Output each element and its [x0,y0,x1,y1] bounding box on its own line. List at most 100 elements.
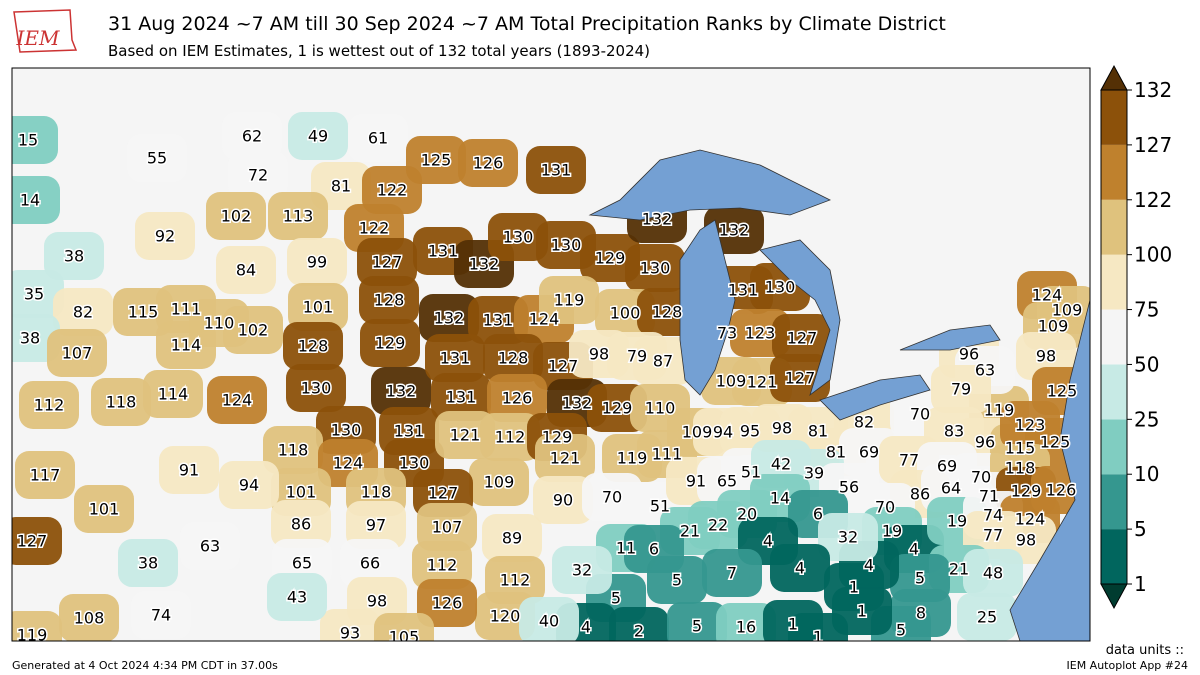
district-rank: 132 [642,210,673,229]
district-rank: 124 [222,391,253,410]
district-rank: 118 [1005,459,1036,478]
district-rank: 77 [899,451,919,470]
district-rank: 132 [469,255,500,274]
district-rank: 4 [795,559,805,578]
district-fills [12,112,1090,641]
district-fill [431,373,491,421]
district-rank: 4 [909,540,919,559]
district-rank: 126 [432,594,463,613]
district-rank: 5 [672,571,682,590]
district-rank: 5 [692,617,702,636]
colorbar-tick-label: 1 [1134,572,1147,596]
district-rank: 119 [617,449,648,468]
district-rank: 22 [708,516,728,535]
district-rank: 97 [366,516,386,535]
district-rank: 89 [502,529,522,548]
district-rank: 5 [896,621,906,640]
district-rank: 74 [983,506,1003,525]
district-rank: 48 [983,564,1003,583]
district-fill [286,364,346,412]
district-rank: 51 [741,463,761,482]
district-rank: 110 [204,314,235,333]
district-fill [458,139,518,187]
district-fill [320,609,380,641]
district-fill [374,613,434,641]
district-fill [223,306,283,354]
district-fill [53,288,113,336]
district-fill [228,151,288,199]
district-rank: 21 [949,560,969,579]
district-rank: 95 [740,422,760,441]
district-rank: 122 [359,219,390,238]
district-rank: 109 [1052,301,1083,320]
district-fill [417,579,477,627]
district-rank: 107 [62,344,93,363]
district-rank: 127 [17,532,48,551]
district-rank: 130 [399,454,430,473]
district-rank: 119 [17,626,48,645]
district-rank: 1 [849,578,859,597]
district-rank: 131 [446,388,477,407]
district-rank: 127 [787,329,818,348]
district-rank: 132 [434,309,465,328]
district-rank: 128 [652,303,683,322]
district-fill [47,329,107,377]
district-rank: 126 [1046,481,1077,500]
district-rank: 101 [286,483,317,502]
district-rank: 128 [374,291,405,310]
district-rank: 127 [372,253,403,272]
district-fill [487,374,547,422]
district-fill [480,413,540,461]
district-fill [143,370,203,418]
district-rank: 65 [717,472,737,491]
district-rank: 1 [788,615,798,634]
district-rank: 107 [432,518,463,537]
logo-text: IEM [16,26,61,50]
district-fill [552,546,612,594]
district-fill [519,597,579,641]
district-rank: 72 [248,166,268,185]
colorbar-segment [1101,364,1127,420]
district-rank: 4 [864,556,874,575]
colorbar: 1 5 10 25 50 75 100 122 127 132 [1100,64,1172,610]
colorbar-segment [1101,474,1127,530]
colorbar-segment [1101,144,1127,200]
district-rank: 130 [640,259,671,278]
district-rank: 126 [502,389,533,408]
district-rank: 73 [717,324,737,343]
district-rank: 65 [292,554,312,573]
district-rank: 119 [554,291,585,310]
district-rank: 32 [572,561,592,580]
district-fill [483,334,543,382]
district-rank: 128 [498,349,529,368]
district-rank: 129 [1011,482,1042,501]
district-fill [419,294,479,342]
district-fill [360,319,420,367]
district-fill [931,365,991,413]
district-rank: 20 [737,505,757,524]
colorbar-frame [1100,89,1128,585]
district-rank: 131 [728,281,759,300]
district-rank: 115 [128,303,159,322]
district-rank: 98 [1016,531,1036,550]
district-fill [44,232,104,280]
units: data units :: [1106,643,1184,658]
district-rank: 130 [765,278,796,297]
district-rank: 129 [542,428,573,447]
colorbar-top-arrow [1100,64,1128,91]
district-rank: 19 [882,522,902,541]
district-fill [357,238,417,286]
district-rank: 86 [910,485,930,504]
district-fill [263,426,323,474]
district-rank: 82 [854,413,874,432]
district-fill [180,522,240,570]
district-fill [12,611,62,641]
district-fill [539,276,599,324]
district-rank: 32 [838,528,858,547]
district-fill [963,549,1023,597]
district-fill [12,116,58,164]
district-fill [219,461,279,509]
district-fill [207,376,267,424]
district-rank: 127 [428,484,459,503]
district-fill [625,244,685,292]
